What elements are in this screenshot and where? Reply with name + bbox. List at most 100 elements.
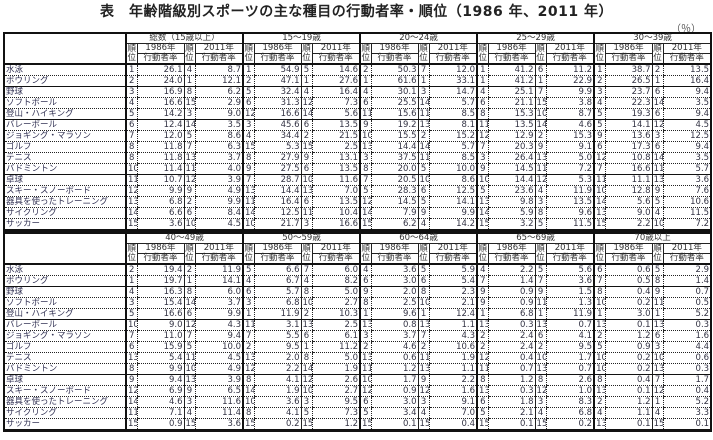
rate-1986: 2.1	[487, 407, 536, 419]
rate-1986: 0.3	[487, 319, 536, 331]
rank-2011: 6	[651, 330, 664, 342]
rate-2011: 13.5	[545, 196, 595, 208]
rate-2011: 10.0	[194, 341, 244, 353]
rate-1986: 0.9	[487, 286, 536, 298]
rate-1986: 17.3	[604, 141, 653, 153]
rank-1986: 6	[242, 97, 255, 109]
rank-1986: 7	[359, 174, 372, 186]
rank-1986: 13	[125, 196, 137, 208]
rank-2011: 11	[183, 163, 195, 175]
age-group-header: 70歳以上	[593, 232, 712, 244]
rate-1986: 26.4	[487, 152, 536, 164]
rank-2011: 9	[651, 286, 664, 298]
rate-2011: 3.6	[662, 174, 712, 186]
rate-2011: 0.3	[662, 319, 712, 331]
rank-1986: 15	[359, 218, 372, 232]
rate-2011: 12.4	[428, 308, 478, 320]
rank-2011: 9	[183, 185, 195, 197]
rate-2011: 4.1	[545, 330, 595, 342]
rate-2011: 2.9	[662, 264, 712, 276]
rate-2011: 9.4	[662, 108, 712, 120]
rate-1986: 1.2	[370, 363, 419, 375]
rank-1986: 11	[359, 108, 372, 120]
year-1986-header: 1986年	[136, 43, 185, 54]
rank-1986: 3	[125, 86, 137, 98]
rank-1986: 13	[359, 319, 372, 331]
table-row: サイクリング117.1411.484.157.353.447.052.146.8…	[3, 407, 712, 419]
rate-1986: 45.6	[253, 119, 302, 131]
sport-name: 野球	[3, 286, 126, 298]
rank-1986: 13	[476, 385, 489, 397]
rate-1986: 3.0	[370, 396, 419, 408]
rank-1986: 12	[476, 352, 489, 364]
rank-2011: 3	[651, 341, 664, 353]
rank-header: 順位	[417, 243, 430, 265]
year-1986-header: 1986年	[487, 243, 536, 254]
rate-1986: 19.7	[136, 275, 184, 287]
rank-2011: 6	[651, 108, 664, 120]
rate-1986: 3.7	[370, 330, 419, 342]
rank-2011: 11	[417, 352, 430, 364]
rate-2011: 1.7	[545, 352, 595, 364]
rate-1986: 0.1	[370, 418, 419, 432]
rate-2011: 10.0	[428, 163, 478, 175]
rate-2011: 13.1	[311, 152, 361, 164]
rank-1986: 15	[476, 418, 489, 432]
rank-1986: 5	[125, 308, 137, 320]
table-row: サッカー150.9153.6150.2151.2150.1150.4150.11…	[3, 418, 712, 432]
rate-2011: 5.9	[428, 264, 478, 276]
rank-1986: 13	[359, 352, 372, 364]
rank-2011: 14	[417, 97, 430, 109]
rate-1986: 13.5	[487, 119, 536, 131]
rate-2011: 4.3	[194, 319, 244, 331]
age-group-header: 40～49歳	[124, 232, 244, 244]
rate-2011: 9.4	[194, 330, 244, 342]
rank-2011: 8	[534, 374, 547, 386]
year-2011-header: 2011年	[662, 243, 712, 254]
rate-2011: 1.1	[428, 319, 478, 331]
rank-2011: 4	[651, 407, 664, 419]
year-2011-header: 2011年	[428, 243, 478, 254]
table-row: テニス811.8133.7827.9913.1337.5118.5326.413…	[3, 152, 712, 164]
rank-1986: 8	[593, 374, 606, 386]
rate-1986: 0.4	[604, 286, 653, 298]
rank-1986: 9	[476, 286, 489, 298]
rate-1986: 2.4	[487, 341, 536, 353]
table-row: サイクリング146.668.41412.51110.4147.999.9145.…	[3, 207, 712, 219]
rank-1986: 2	[359, 64, 372, 76]
rate-1986: 6.2	[370, 218, 419, 232]
rate-2011: 5.7	[662, 163, 712, 175]
table-row: バドミントン89.9104.9122.2141.9111.2131.1110.7…	[3, 363, 712, 375]
rate-1986: 14.5	[487, 163, 536, 175]
rate-1986: 9.9	[136, 185, 184, 197]
year-2011-header: 2011年	[428, 43, 478, 54]
rate-1986: 3.4	[370, 407, 419, 419]
table-row: テニス135.4114.5132.085.0130.6111.9120.4101…	[3, 352, 712, 364]
rank-1986: 5	[359, 185, 372, 197]
rank-header: 順位	[417, 43, 430, 65]
rate-1986: 1.7	[370, 374, 419, 386]
rank-2011: 9	[651, 185, 664, 197]
rate-1986: 11.8	[136, 141, 184, 153]
table-row: 野球 3 16.9 8 6.2 5 32.4 4 16.4 4 30.1 3 14.7 4 25.1 7 9.9…	[3, 86, 712, 98]
rate-1986: 11.1	[604, 174, 653, 186]
rank-2011: 6	[183, 207, 195, 219]
rate-1986: 27.5	[253, 163, 302, 175]
rank-1986: 14	[593, 196, 606, 208]
rank-1986: 11	[359, 363, 372, 375]
rank-1986: 5	[242, 86, 255, 98]
rate-1986: 14.4	[487, 174, 536, 186]
rate-2011: 0.7	[545, 363, 595, 375]
rank-2011: 15	[651, 418, 664, 432]
rate-1986: 23.6	[487, 185, 536, 197]
rank-2011: 1	[183, 75, 195, 87]
rate-1986: 25.5	[370, 97, 419, 109]
rate-2011-header: 行動者率	[194, 53, 244, 65]
rate-2011: 2.6	[545, 374, 595, 386]
table-row: 登山・ハイキング 5 16.6 6 9.9 1 11.9 2 10.3 1 9.6 1 12.4 1 6.8…	[3, 308, 712, 320]
rank-2011: 4	[300, 86, 313, 98]
rank-2011: 1	[183, 275, 195, 287]
rank-header: 順位	[359, 243, 372, 265]
rank-2011: 15	[417, 418, 430, 432]
year-2011-header: 2011年	[311, 243, 361, 254]
